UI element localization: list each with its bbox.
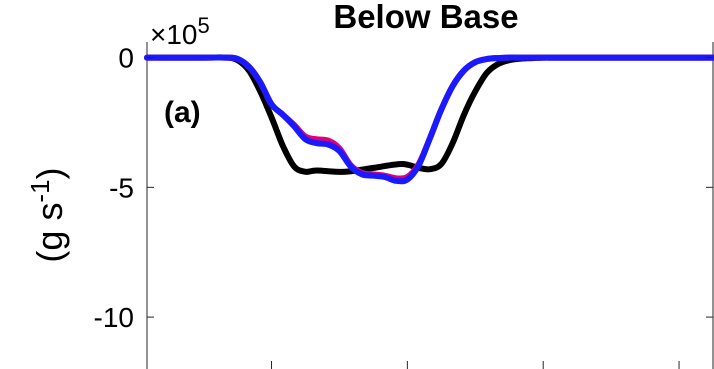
chart-title: Below Base (333, 0, 518, 35)
ticks-group: 0 -5 -10 (94, 43, 713, 369)
y-tick-label: -5 (109, 172, 134, 203)
y-axis-label-close: ) (29, 167, 70, 179)
panel-label: (a) (164, 96, 201, 129)
series-group (144, 54, 714, 185)
y-multiplier-base: ×10 (150, 19, 198, 50)
y-multiplier: ×105 (150, 13, 210, 50)
y-axis-label-exp: -1 (25, 179, 55, 202)
y-tick-label: -10 (94, 302, 134, 333)
y-multiplier-exp: 5 (198, 13, 210, 38)
series-line-2 (144, 54, 714, 182)
series-line-3 (144, 54, 714, 185)
y-axis-label-base: (g s (29, 203, 70, 263)
y-tick-label: 0 (118, 43, 134, 74)
series-line-1 (144, 54, 714, 175)
y-axis-label: (g s-1) (25, 167, 70, 262)
y-axis-label-group: (g s-1) (25, 167, 70, 262)
